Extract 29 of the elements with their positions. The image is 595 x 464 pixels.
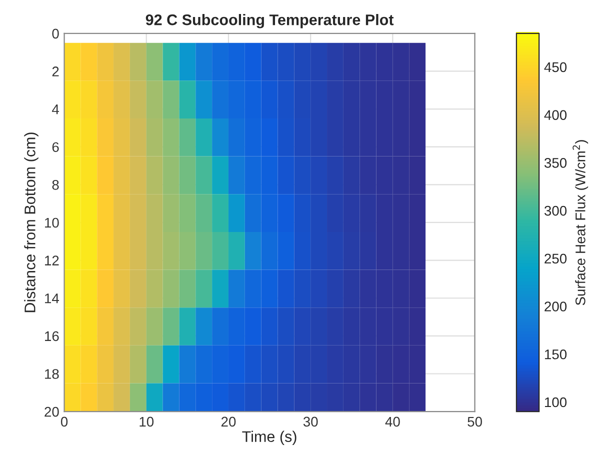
y-tick-label: 10	[45, 218, 59, 228]
color-bar-title: Surface Heat Flux (W/cm$^{2}$)	[572, 140, 588, 306]
x-axis-title: Time (s)	[242, 430, 296, 445]
x-tick-label: 40	[385, 416, 400, 427]
color-bar-label: 100	[544, 397, 567, 408]
y-tick-label: 16	[45, 331, 59, 342]
y-tick-label: 2	[52, 66, 59, 76]
y-tick-label: 6	[52, 142, 59, 152]
y-tick-label: 4	[52, 104, 59, 114]
y-tick-label: 0	[52, 28, 59, 39]
chart-title: 92 C Subcooling Temperature Plot	[146, 14, 394, 28]
y-tick-label: 18	[45, 369, 59, 379]
color-bar-label: 150	[544, 349, 567, 360]
color-bar-label: 350	[544, 158, 567, 168]
y-tick-label: 8	[52, 180, 59, 190]
color-bar-label: 450	[544, 62, 567, 72]
x-tick-label: 30	[303, 416, 318, 427]
y-tick-label: 14	[45, 294, 59, 304]
x-tick-label: 20	[221, 416, 236, 427]
x-tick-label: 50	[468, 416, 482, 427]
x-tick-label: 10	[140, 416, 154, 427]
color-bar-label: 250	[544, 254, 567, 264]
y-axis-title: Distance from Bottom (cm)	[24, 132, 38, 312]
x-tick-label: 0	[60, 416, 68, 427]
y-tick-label: 12	[45, 256, 59, 266]
color-bar-label: 400	[544, 110, 567, 120]
y-tick-label: 20	[44, 406, 59, 417]
color-bar-label: 200	[544, 302, 567, 312]
color-bar-label: 300	[544, 206, 567, 216]
